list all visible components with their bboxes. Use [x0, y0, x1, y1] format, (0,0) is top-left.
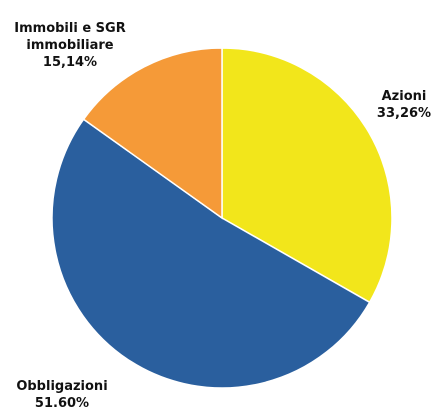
pie-slice: [51, 118, 371, 389]
category-label: Azioni: [381, 89, 427, 104]
slice-label: Immobili e SGR immobiliare 15,14%: [5, 20, 135, 71]
slice-label: Azioni 33,26%: [359, 88, 440, 122]
slice-label: Obbligazioni 51.60%: [2, 378, 122, 412]
value-label: 51.60%: [34, 396, 90, 411]
value-label: 33,26%: [376, 106, 432, 121]
pie-slice: [221, 47, 393, 304]
category-label: Obbligazioni: [16, 379, 108, 394]
value-label: 15,14%: [42, 55, 98, 70]
category-label: Immobili e SGR immobiliare: [14, 21, 126, 53]
pie-slice: [82, 47, 223, 220]
